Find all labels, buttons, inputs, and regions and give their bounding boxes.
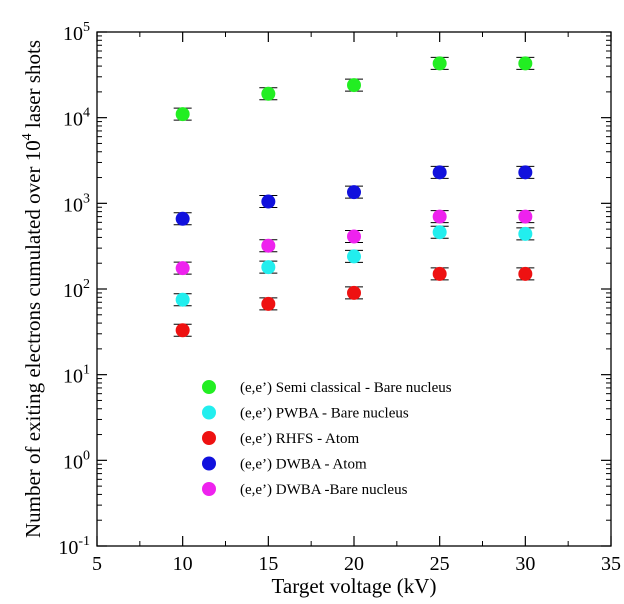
y-tick-label: 100 [63, 448, 90, 473]
x-tick-label: 10 [173, 553, 193, 575]
data-point [518, 165, 533, 180]
data-point [347, 285, 361, 300]
data-point [518, 56, 533, 71]
legend-marker [202, 431, 216, 445]
y-axis-title-main: Number of exiting electrons cumulated ov… [21, 140, 45, 538]
data-point [261, 296, 276, 311]
data-point [432, 266, 447, 281]
y-tick-base: 10 [63, 23, 83, 45]
y-tick-exponent: -1 [78, 534, 90, 549]
legend-label: (e,e’) Semi classical - Bare nucleus [240, 380, 452, 396]
y-tick-exponent: 3 [83, 191, 90, 206]
data-point [518, 266, 533, 281]
data-points [173, 56, 535, 338]
legend-label: (e,e’) DWBA - Atom [240, 457, 367, 473]
x-tick-label: 20 [344, 553, 364, 575]
data-point [432, 56, 447, 71]
x-tick-label: 35 [601, 553, 621, 575]
y-tick-label: 105 [63, 20, 90, 45]
data-point [432, 209, 447, 224]
legend-marker [202, 482, 216, 496]
data-point [432, 165, 447, 180]
y-tick-base: 10 [58, 537, 78, 559]
data-point [261, 86, 276, 101]
y-tick-exponent: 4 [83, 106, 90, 121]
legend-label: (e,e’) RHFS - Atom [240, 431, 359, 447]
y-tick-exponent: 1 [83, 363, 90, 378]
data-point [347, 78, 361, 93]
x-axis-title: Target voltage (kV) [272, 574, 437, 598]
y-tick-label: 102 [63, 277, 90, 302]
y-axis-title: Number of exiting electrons cumulated ov… [20, 40, 45, 538]
y-tick-base: 10 [63, 451, 83, 473]
y-tick-base: 10 [63, 109, 83, 131]
data-point [261, 238, 276, 253]
data-point [175, 107, 190, 122]
x-tick-label: 25 [430, 553, 450, 575]
data-point [518, 226, 533, 241]
y-tick-base: 10 [63, 280, 83, 302]
y-axis-title-exponent: 4 [20, 133, 35, 140]
y-tick-exponent: 5 [83, 20, 90, 35]
y-axis-title-tail: laser shots [21, 40, 45, 133]
legend-label: (e,e’) PWBA - Bare nucleus [240, 406, 409, 422]
data-point [347, 249, 361, 264]
axis-ticks [96, 31, 612, 547]
x-tick-labels: 5 10 15 20 25 30 35 [92, 553, 621, 575]
data-point [347, 185, 361, 200]
data-point [175, 261, 190, 276]
y-tick-base: 10 [63, 366, 83, 388]
data-point [432, 225, 447, 240]
data-point [518, 209, 533, 224]
x-tick-label: 5 [92, 553, 102, 575]
y-tick-label: 10-1 [58, 534, 90, 559]
x-tick-label: 15 [258, 553, 278, 575]
legend-marker [202, 405, 216, 420]
x-tick-label: 30 [515, 553, 535, 575]
data-point [261, 194, 276, 209]
y-tick-label: 103 [63, 191, 90, 216]
y-tick-exponent: 2 [83, 277, 90, 292]
legend-label: (e,e’) DWBA -Bare nucleus [240, 482, 408, 498]
data-point [261, 260, 276, 275]
data-point [175, 292, 190, 307]
legend-marker [202, 456, 216, 471]
data-point [175, 211, 190, 226]
legend-marker [202, 380, 216, 394]
y-tick-label: 101 [63, 363, 90, 388]
y-tick-base: 10 [63, 194, 83, 216]
y-tick-exponent: 0 [83, 448, 90, 463]
data-point [175, 323, 190, 338]
legend: (e,e’) Semi classical - Bare nucleus (e,e… [202, 380, 452, 498]
data-point [347, 229, 361, 244]
y-tick-label: 104 [63, 106, 90, 131]
